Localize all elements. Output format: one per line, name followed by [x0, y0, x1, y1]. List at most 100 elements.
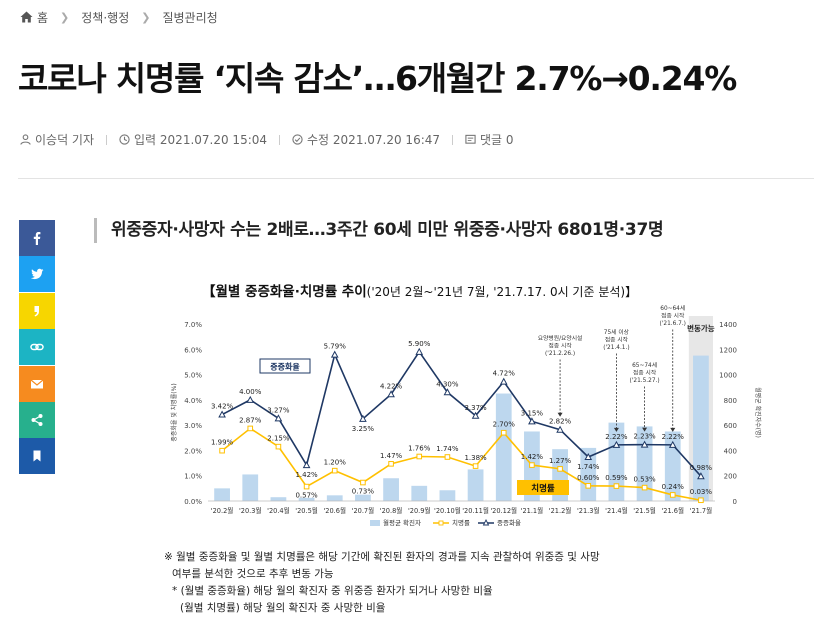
data-label-fatality: 0.59%: [605, 474, 628, 482]
x-tick-label: '20.10월: [434, 506, 461, 515]
annotation-text: 요양병원/요양시설: [538, 334, 583, 342]
data-label-severity: 2.82%: [549, 418, 572, 426]
bar-confirmed-214: [608, 422, 625, 501]
tag-fatality-text: 치명률: [531, 483, 555, 494]
data-label-severity: 5.90%: [408, 340, 431, 348]
x-tick-label: '20.5월: [295, 506, 318, 515]
article-meta: 이승덕 기자 입력 2021.07.20 15:04 수정 2021.07.20…: [20, 131, 514, 148]
point-severity: [528, 417, 536, 425]
x-tick-label: '21.3월: [577, 506, 600, 515]
share-more-button[interactable]: [19, 401, 55, 438]
data-label-severity: 1.74%: [577, 463, 600, 471]
annotation-arrow-head: [613, 427, 619, 432]
modified-time: 수정 2021.07.20 16:47: [292, 131, 440, 148]
point-fatality: [331, 467, 338, 474]
bar-confirmed-2012: [495, 393, 512, 501]
chart-figure: 변동가능 0.0% 1.0% 2.0% 3.0% 4.0% 5.0% 6.0% 7.0% 0 200…: [160, 272, 770, 622]
bar-confirmed-209: [411, 485, 428, 501]
note-line-2: 여부를 분석한 것으로 추후 변동 가능: [172, 568, 334, 580]
y-left-tick-label: 5.0%: [184, 372, 202, 380]
data-label-fatality: 1.76%: [408, 444, 431, 452]
data-label-severity: 2.22%: [662, 433, 685, 441]
meta-divider: [106, 134, 108, 145]
legend-swatch-confirmed: [370, 520, 380, 526]
point-severity: [499, 377, 508, 385]
data-label-severity: 3.27%: [267, 406, 290, 414]
author[interactable]: 이승덕 기자: [20, 131, 94, 148]
data-label-fatality: 1.42%: [521, 453, 544, 461]
bar-confirmed-213: [580, 447, 597, 501]
home-icon[interactable]: [20, 11, 33, 23]
share-link-button[interactable]: [19, 329, 55, 366]
bar-confirmed-202: [214, 488, 230, 501]
point-severity: [584, 452, 593, 461]
data-label-severity: 2.22%: [605, 433, 628, 441]
annotation-text: ('21.6.7.): [660, 321, 686, 327]
x-tick-label: '20.8월: [380, 506, 403, 515]
point-fatality: [247, 425, 254, 432]
annotation-arrow-head: [557, 412, 563, 417]
point-severity: [302, 461, 311, 469]
share-kakao-button[interactable]: [19, 292, 55, 329]
share-twitter-button[interactable]: [19, 256, 55, 293]
y-right-tick-label: 1200: [719, 346, 737, 354]
point-fatality: [275, 443, 282, 450]
breadcrumb-item-policy[interactable]: 정책·행정: [81, 10, 130, 25]
chevron-right-icon: ❯: [60, 10, 70, 24]
bar-confirmed-203: [242, 474, 259, 501]
breadcrumb-item-kdca[interactable]: 질병관리청: [162, 10, 218, 25]
data-label-severity: 3.42%: [211, 403, 234, 411]
point-fatality: [360, 479, 366, 486]
article-headline: 코로나 치명률 ‘지속 감소’…6개월간 2.7%→0.24%: [18, 59, 737, 98]
data-label-fatality: 0.73%: [352, 488, 375, 496]
note-line-4: (월별 치명률) 해당 월의 확진자 중 사망한 비율: [180, 602, 386, 614]
data-label-severity: 4.00%: [239, 388, 262, 396]
point-severity: [640, 440, 649, 448]
share-email-button[interactable]: [19, 365, 55, 402]
x-tick-label: '20.2월: [211, 506, 234, 515]
point-fatality: [613, 483, 620, 489]
check-circle-icon: [292, 134, 303, 145]
point-fatality: [388, 461, 394, 467]
facebook-icon: [33, 232, 41, 245]
share-facebook-button[interactable]: [19, 220, 55, 256]
data-label-severity: 3.15%: [521, 409, 544, 417]
bar-confirmed-208: [383, 478, 399, 501]
user-icon: [20, 134, 31, 145]
point-fatality: [585, 483, 592, 489]
data-label-fatality: 1.38%: [464, 454, 487, 462]
bar-confirmed-2011: [467, 469, 484, 501]
data-label-severity: 4.30%: [436, 380, 459, 388]
author-name: 이승덕 기자: [35, 133, 95, 147]
twitter-icon: [30, 269, 44, 280]
y-left-tick-label: 1.0%: [184, 473, 202, 481]
bar-confirmed-205: [298, 497, 315, 501]
chart-svg: 변동가능 0.0% 1.0% 2.0% 3.0% 4.0% 5.0% 6.0% 7.0% 0 200…: [170, 304, 762, 527]
y-left-tick-label: 7.0%: [184, 321, 202, 329]
annotation-text: 접종 시작: [605, 336, 629, 344]
x-tick-label: '21.2월: [549, 506, 572, 515]
x-tick-label: '20.11월: [462, 506, 489, 515]
data-label-fatality: 0.60%: [577, 474, 600, 482]
chevron-right-icon: ❯: [141, 10, 151, 24]
mail-icon: [30, 379, 44, 389]
point-fatality: [641, 484, 648, 491]
tag-severity-text: 중증화율: [270, 362, 300, 372]
comments-link[interactable]: 댓글 0: [465, 131, 514, 148]
line-severity: [221, 350, 702, 477]
breadcrumb-home[interactable]: 홈: [37, 10, 49, 25]
data-label-fatality: 1.27%: [549, 457, 572, 465]
point-fatality: [698, 497, 704, 504]
x-tick-label: '21.4월: [605, 506, 628, 515]
point-severity: [556, 425, 564, 433]
bar-confirmed-207: [355, 494, 371, 501]
data-label-fatality: 1.99%: [211, 439, 234, 447]
comments-text: 댓글 0: [480, 133, 514, 147]
y-right-tick-label: 600: [724, 422, 737, 430]
bookmark-button[interactable]: [19, 438, 55, 475]
data-label-severity: 4.72%: [493, 370, 516, 378]
x-tick-label: '20.3월: [239, 506, 262, 515]
legend-marker-fatality: [438, 520, 444, 526]
variable-label: 변동가능: [687, 323, 715, 333]
bar-confirmed-204: [270, 497, 287, 501]
